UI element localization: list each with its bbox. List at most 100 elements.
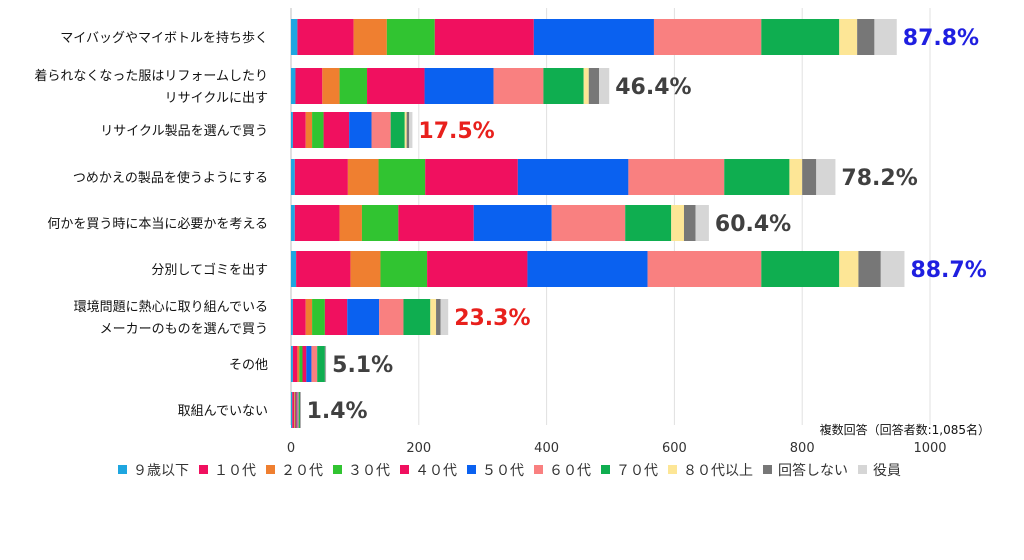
x-tick-800: 800 — [790, 441, 815, 456]
bar-segment-4-6 — [517, 159, 629, 195]
percent-label-4: 78.2% — [841, 166, 917, 191]
bar-segment-1-1 — [291, 19, 298, 55]
bar-segment-1-5 — [434, 19, 534, 55]
legend-label-4: ３０代 — [348, 463, 390, 479]
category-label-3: リサイクル製品を選んで買う — [100, 124, 268, 139]
legend-label-2: １０代 — [214, 463, 256, 479]
legend: ９歳以下 １０代 ２０代 ３０代 ４０代 ５０代 ６０代 ７０代 ８０代以上 回答しない 役員 — [118, 462, 901, 479]
bar-segment-9-8 — [298, 392, 300, 428]
bar-segment-6-10 — [858, 251, 881, 287]
legend-label-6: ５０代 — [482, 463, 524, 479]
category-label-7-line-1: 環境問題に熱心に取り組んでいる — [74, 300, 268, 315]
percent-label-1: 87.8% — [903, 26, 979, 51]
bar-segment-9-2 — [292, 392, 295, 428]
legend-swatch-1 — [118, 465, 127, 474]
bar-segment-5-4 — [361, 205, 399, 241]
bar-segment-6-3 — [350, 251, 381, 287]
bar-segment-7-5 — [324, 299, 348, 335]
bar-segment-5-10 — [683, 205, 696, 241]
bar-segment-8-10 — [324, 346, 326, 382]
bar-segment-6-7 — [647, 251, 762, 287]
bar-segment-4-5 — [425, 159, 518, 195]
legend-label-10: 回答しない — [778, 462, 848, 479]
bar-segment-7-6 — [347, 299, 380, 335]
bar-segment-9-4 — [294, 392, 296, 428]
bar-segment-8-5 — [302, 346, 307, 382]
bar-segment-8-2 — [292, 346, 298, 382]
bar-segment-6-5 — [427, 251, 528, 287]
bar-segment-5-11 — [695, 205, 709, 241]
bar-segment-2-1 — [291, 68, 296, 104]
legend-swatch-5 — [400, 465, 409, 474]
bar-segment-8-6 — [306, 346, 312, 382]
bar-segment-1-3 — [353, 19, 387, 55]
bar-segment-2-9 — [583, 68, 589, 104]
bar-segment-9-3 — [294, 392, 295, 428]
bar-segment-2-4 — [339, 68, 368, 104]
bar-segment-5-8 — [625, 205, 672, 241]
percent-labels: 87.8% 46.4% 17.5% 78.2% 60.4% 88.7% 23.3% 5.1% 1… — [307, 26, 987, 424]
bar-segment-3-7 — [371, 112, 391, 148]
bar-segment-7-7 — [379, 299, 404, 335]
bar-segment-4-10 — [802, 159, 817, 195]
bars — [291, 19, 905, 428]
percent-label-5: 60.4% — [715, 212, 791, 237]
bar-segment-6-4 — [380, 251, 428, 287]
bar-segment-6-9 — [839, 251, 859, 287]
legend-swatch-8 — [601, 465, 610, 474]
bar-segment-3-11 — [409, 112, 413, 148]
bar-segment-8-4 — [299, 346, 303, 382]
bar-segment-3-5 — [323, 112, 350, 148]
x-tick-400: 400 — [534, 441, 559, 456]
bar-segment-2-2 — [295, 68, 323, 104]
bar-segment-9-5 — [295, 392, 297, 428]
bar-segment-8-11 — [325, 346, 327, 382]
category-label-4: つめかえの製品を使うようにする — [73, 170, 268, 186]
bar-segment-7-9 — [430, 299, 437, 335]
bar-segment-7-8 — [403, 299, 431, 335]
bar-segment-3-10 — [406, 112, 410, 148]
legend-label-3: ２０代 — [281, 463, 323, 479]
percent-label-2: 46.4% — [615, 75, 691, 100]
bar-segment-5-6 — [473, 205, 552, 241]
bar-segment-2-5 — [367, 68, 425, 104]
bar-segment-9-10 — [299, 392, 301, 428]
bar-segment-2-11 — [598, 68, 610, 104]
legend-swatch-4 — [333, 465, 342, 474]
category-label-2-line-1: 着られなくなった服はリフォームしたり — [34, 68, 268, 84]
respondent-note: 複数回答（回答者数:1,085名） — [820, 422, 990, 437]
percent-label-8: 5.1% — [332, 353, 393, 378]
category-label-7-line-2: メーカーのものを選んで買う — [100, 322, 268, 337]
bar-segment-6-2 — [296, 251, 351, 287]
bar-segment-2-8 — [543, 68, 584, 104]
bar-segment-3-1 — [291, 112, 293, 148]
bar-segment-5-7 — [551, 205, 626, 241]
category-label-1: マイバッグやマイボトルを持ち歩く — [60, 31, 268, 46]
bar-segment-1-4 — [386, 19, 435, 55]
bar-segment-9-6 — [296, 392, 298, 428]
bar-segment-5-5 — [398, 205, 474, 241]
bar-segment-3-4 — [312, 112, 324, 148]
bar-segment-1-11 — [874, 19, 897, 55]
bar-segment-7-10 — [436, 299, 441, 335]
percent-label-7: 23.3% — [454, 306, 530, 331]
category-labels: マイバッグやマイボトルを持ち歩く着られなくなった服はリフォームしたりリサイクルに… — [34, 31, 268, 419]
category-label-8: その他 — [229, 358, 268, 373]
bar-segment-3-6 — [349, 112, 372, 148]
bar-segment-7-1 — [291, 299, 293, 335]
bar-segment-5-9 — [671, 205, 684, 241]
bar-segment-4-1 — [291, 159, 295, 195]
legend-label-8: ７０代 — [616, 463, 658, 479]
legend-swatch-9 — [668, 465, 677, 474]
x-tick-200: 200 — [406, 441, 431, 456]
bar-segment-3-9 — [404, 112, 407, 148]
bar-segment-1-9 — [839, 19, 858, 55]
category-label-6: 分別してゴミを出す — [151, 262, 268, 278]
percent-label-3: 17.5% — [418, 119, 494, 144]
bar-segment-9-1 — [291, 392, 293, 428]
bar-segment-6-8 — [761, 251, 840, 287]
bar-segment-4-3 — [347, 159, 379, 195]
bar-segment-1-8 — [761, 19, 840, 55]
